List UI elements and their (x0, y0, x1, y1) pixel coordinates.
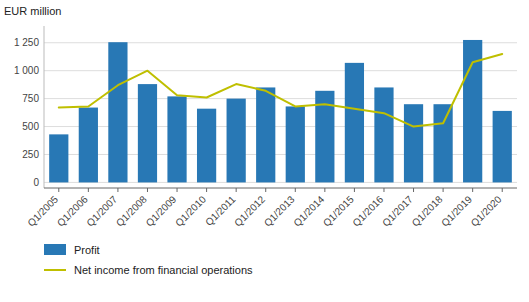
x-tick-label: Q1/2011 (203, 193, 238, 228)
x-tick (413, 188, 414, 192)
x-tick (443, 188, 444, 192)
x-tick-label: Q1/2017 (380, 193, 415, 228)
x-tick-label: Q1/2016 (350, 193, 385, 228)
bar (138, 84, 157, 182)
bar (345, 63, 364, 183)
x-tick-label: Q1/2006 (55, 193, 90, 228)
plot-area (49, 40, 512, 182)
x-tick-label: Q1/2009 (144, 193, 179, 228)
legend-label: Net income from financial operations (74, 264, 253, 276)
x-axis-line (44, 188, 517, 189)
x-tick (206, 188, 207, 192)
legend-label: Profit (74, 244, 100, 256)
bar (79, 108, 98, 183)
bar (167, 96, 186, 182)
bar (493, 111, 512, 183)
x-tick-label: Q1/2019 (439, 193, 474, 228)
line (59, 54, 502, 127)
x-tick (88, 188, 89, 192)
bar (374, 87, 393, 182)
x-tick-label: Q1/2010 (173, 193, 208, 228)
x-tick-label: Q1/2007 (84, 193, 119, 228)
bar (433, 104, 452, 182)
y-tick-label: 0 (33, 177, 39, 188)
y-tick-label: 500 (22, 121, 39, 132)
y-axis-label: EUR million (4, 5, 61, 17)
x-tick (265, 188, 266, 192)
x-tick-label: Q1/2015 (321, 193, 356, 228)
bar (404, 104, 423, 182)
y-axis-line (44, 26, 45, 188)
bar (197, 109, 216, 183)
x-tick (502, 188, 503, 192)
chart: 02505007501 0001 250EUR millionQ1/2005Q1… (0, 0, 529, 302)
bar (227, 99, 246, 183)
x-tick (295, 188, 296, 192)
bar (49, 134, 68, 182)
legend-swatch (44, 269, 66, 271)
x-tick-label: Q1/2014 (291, 193, 326, 228)
y-tick-label: 1 250 (14, 37, 39, 48)
x-tick-label: Q1/2008 (114, 193, 149, 228)
x-tick (117, 188, 118, 192)
x-tick-label: Q1/2012 (232, 193, 267, 228)
x-tick (236, 188, 237, 192)
x-tick (177, 188, 178, 192)
legend: Profit Net income from financial operatio… (44, 244, 253, 276)
x-tick-label: Q1/2005 (25, 193, 60, 228)
x-tick-label: Q1/2018 (410, 193, 445, 228)
bar (108, 42, 127, 182)
x-tick-label: Q1/2013 (262, 193, 297, 228)
x-tick (472, 188, 473, 192)
legend-swatch (44, 244, 66, 255)
bar (256, 87, 275, 182)
x-tick (383, 188, 384, 192)
bar (286, 106, 305, 182)
bar-series (49, 40, 512, 182)
x-tick (58, 188, 59, 192)
y-tick-label: 750 (22, 93, 39, 104)
x-tick-label: Q1/2020 (469, 193, 504, 228)
x-tick (147, 188, 148, 192)
x-tick (324, 188, 325, 192)
y-tick-label: 1 000 (14, 65, 39, 76)
x-tick (354, 188, 355, 192)
y-tick-label: 250 (22, 149, 39, 160)
y-grid (44, 43, 517, 183)
